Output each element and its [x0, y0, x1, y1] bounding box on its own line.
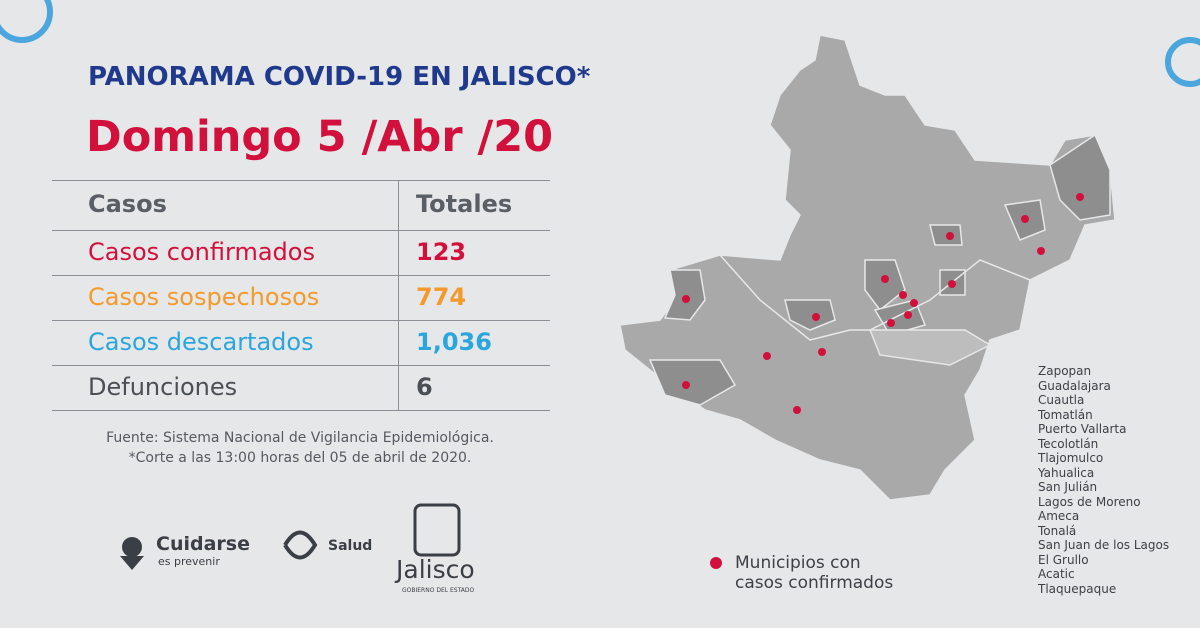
row-value: 6: [416, 373, 433, 401]
date: Domingo 5 /Abr /20: [86, 112, 554, 162]
municipality: Tonalá: [1038, 523, 1077, 538]
source: *Corte a las 13:00 horas del 05 de abril…: [128, 450, 472, 466]
municipality: Cuautla: [1038, 393, 1085, 407]
title: PANORAMA COVID-19 EN JALISCO*: [88, 62, 591, 92]
municipality: Ameca: [1038, 509, 1080, 523]
rule: [52, 410, 550, 411]
case-dots: [682, 193, 1084, 569]
legend-text: casos confirmados: [735, 573, 894, 593]
table-header: Casos: [88, 190, 167, 218]
table-header: Totales: [416, 190, 513, 218]
municipality: Yahualica: [1038, 465, 1095, 480]
rule: [52, 230, 550, 231]
row-label: Casos descartados: [88, 328, 314, 356]
source: Fuente: Sistema Nacional de Vigilancia E…: [106, 430, 494, 446]
logo-text: Cuidarse: [156, 533, 250, 555]
row-label: Defunciones: [88, 373, 238, 401]
municipality: Guadalajara: [1038, 378, 1111, 393]
rule: [398, 180, 399, 410]
municipality: Tlajomulco: [1038, 451, 1104, 465]
municipality: Tlaquepaque: [1038, 581, 1117, 596]
logo-marks: [120, 503, 461, 570]
row-label: Casos confirmados: [88, 238, 315, 266]
rule: [52, 275, 550, 276]
municipality: Zapopan: [1038, 364, 1092, 378]
rule: [52, 320, 550, 321]
municipality: Tomatlán: [1038, 407, 1093, 422]
rule: [52, 365, 550, 366]
virus-icon: [0, 0, 1200, 87]
row-label: Casos sospechosos: [88, 283, 320, 311]
logo-text: es prevenir: [158, 555, 220, 568]
logo-text: Jalisco: [396, 555, 475, 584]
municipality: Acatic: [1038, 567, 1075, 581]
municipality: El Grullo: [1038, 552, 1089, 567]
legend-text: Municipios con: [735, 553, 861, 573]
rule: [52, 180, 550, 181]
municipality: Tecolotlán: [1038, 436, 1099, 451]
municipality: San Juan de los Lagos: [1038, 538, 1170, 552]
municipality: Lagos de Moreno: [1038, 494, 1141, 509]
row-value: 774: [416, 283, 467, 311]
logo-text: GOBIERNO DEL ESTADO: [402, 587, 475, 594]
row-value: 1,036: [416, 328, 492, 356]
municipality: Puerto Vallarta: [1038, 422, 1127, 436]
municipality: San Julián: [1038, 480, 1098, 494]
logo-text: Salud: [328, 538, 373, 554]
row-value: 123: [416, 238, 467, 266]
